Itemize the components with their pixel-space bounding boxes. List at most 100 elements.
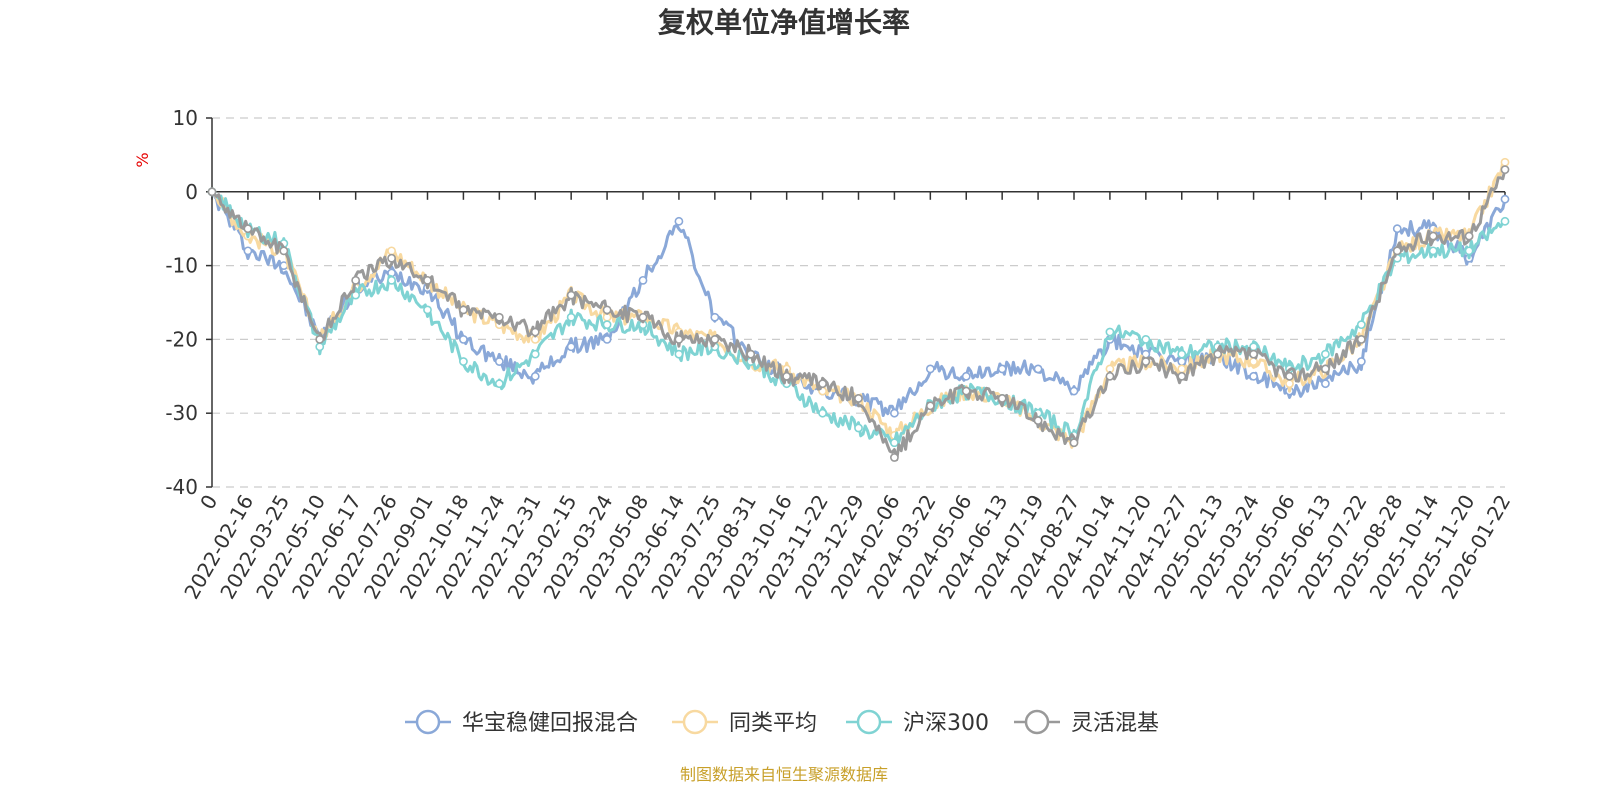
data-point xyxy=(674,334,684,344)
legend-circle-icon xyxy=(856,709,882,735)
legend-label: 同类平均 xyxy=(729,711,817,736)
data-point xyxy=(494,312,504,322)
legend-item[interactable]: 沪深300 xyxy=(846,709,989,736)
data-point xyxy=(1069,386,1079,396)
data-point xyxy=(1177,371,1187,381)
series-0 xyxy=(207,187,1510,418)
data-point xyxy=(243,224,253,234)
legend-item[interactable]: 灵活混基 xyxy=(1014,709,1159,736)
x-tick-label: 0 xyxy=(195,491,222,514)
data-point xyxy=(890,408,899,418)
data-point xyxy=(1464,231,1474,241)
data-point xyxy=(387,246,396,256)
legend-item[interactable]: 华宝稳健回报混合 xyxy=(405,709,638,736)
y-axis-ticks: 10 0 -10 -20 -30 -40 xyxy=(165,106,212,499)
data-point xyxy=(1249,349,1258,359)
data-point xyxy=(638,312,648,322)
data-point xyxy=(1392,246,1402,256)
data-point xyxy=(710,334,720,344)
data-point xyxy=(997,364,1007,374)
data-point xyxy=(566,290,576,300)
data-point xyxy=(602,334,612,344)
series-line xyxy=(210,169,1507,462)
data-point xyxy=(459,305,468,315)
data-point xyxy=(387,253,396,263)
y-tick-label: -20 xyxy=(165,327,198,351)
data-point xyxy=(566,342,576,352)
source-note: 制图数据来自恒生聚源数据库 xyxy=(680,765,888,784)
data-point xyxy=(387,275,396,285)
y-tick-label: 10 xyxy=(173,106,198,130)
data-point xyxy=(459,334,468,344)
data-point xyxy=(1356,334,1366,344)
data-point xyxy=(1249,371,1258,381)
data-point xyxy=(1500,157,1510,167)
data-point xyxy=(1285,379,1294,389)
data-point xyxy=(351,275,361,285)
data-point xyxy=(1141,357,1151,366)
data-point xyxy=(315,334,325,344)
data-point xyxy=(1428,231,1438,241)
data-point xyxy=(997,394,1007,403)
chart-title: 复权单位净值增长率 xyxy=(658,6,910,39)
data-point xyxy=(1500,194,1510,204)
series-2 xyxy=(207,187,1510,448)
data-point xyxy=(1177,364,1187,374)
legend-item[interactable]: 同类平均 xyxy=(672,709,817,736)
series-line xyxy=(210,190,1506,446)
data-point xyxy=(1356,357,1366,366)
legend-circle-icon xyxy=(682,709,708,735)
data-point xyxy=(1500,165,1510,175)
legend-circle-icon xyxy=(415,709,441,735)
data-point xyxy=(961,386,971,396)
data-point xyxy=(1105,371,1115,381)
data-point xyxy=(530,371,540,381)
data-point xyxy=(890,438,899,448)
legend-label: 灵活混基 xyxy=(1071,711,1159,736)
data-point xyxy=(854,423,863,433)
data-point xyxy=(351,290,361,300)
data-point xyxy=(961,371,971,381)
data-point xyxy=(1356,320,1366,330)
data-point xyxy=(1500,216,1510,226)
data-point xyxy=(602,320,612,330)
data-point xyxy=(1213,349,1223,359)
data-point xyxy=(1033,364,1043,374)
gridlines xyxy=(212,117,1505,488)
data-point xyxy=(494,379,504,389)
data-point xyxy=(279,246,289,256)
data-point xyxy=(818,379,827,389)
data-point xyxy=(530,349,540,359)
data-point xyxy=(890,453,899,462)
data-point xyxy=(746,349,756,359)
data-point xyxy=(1321,364,1330,374)
y-tick-label: 0 xyxy=(185,180,198,204)
data-point xyxy=(925,401,935,411)
data-point xyxy=(207,187,217,197)
data-point xyxy=(1033,416,1043,425)
legend-label: 华宝稳健回报混合 xyxy=(462,711,638,736)
series-3 xyxy=(207,165,1510,462)
data-point xyxy=(854,394,863,403)
data-point xyxy=(710,312,720,322)
data-point xyxy=(423,275,432,285)
y-tick-label: -40 xyxy=(165,475,198,499)
data-point xyxy=(674,216,684,226)
data-point xyxy=(782,371,792,381)
data-point xyxy=(638,275,648,285)
data-point xyxy=(423,305,432,315)
data-point xyxy=(1141,334,1151,344)
data-point xyxy=(1428,246,1438,256)
legend-circle-icon xyxy=(1024,709,1050,735)
data-point xyxy=(1177,349,1187,359)
data-point xyxy=(1069,438,1079,448)
data-point xyxy=(1249,342,1258,352)
data-point xyxy=(1105,327,1115,337)
legend: 华宝稳健回报混合 同类平均 沪深300 灵活混基 xyxy=(405,709,1159,736)
y-tick-label: -30 xyxy=(165,401,198,425)
data-point xyxy=(674,349,684,359)
data-point xyxy=(566,312,576,322)
data-point xyxy=(459,357,468,366)
